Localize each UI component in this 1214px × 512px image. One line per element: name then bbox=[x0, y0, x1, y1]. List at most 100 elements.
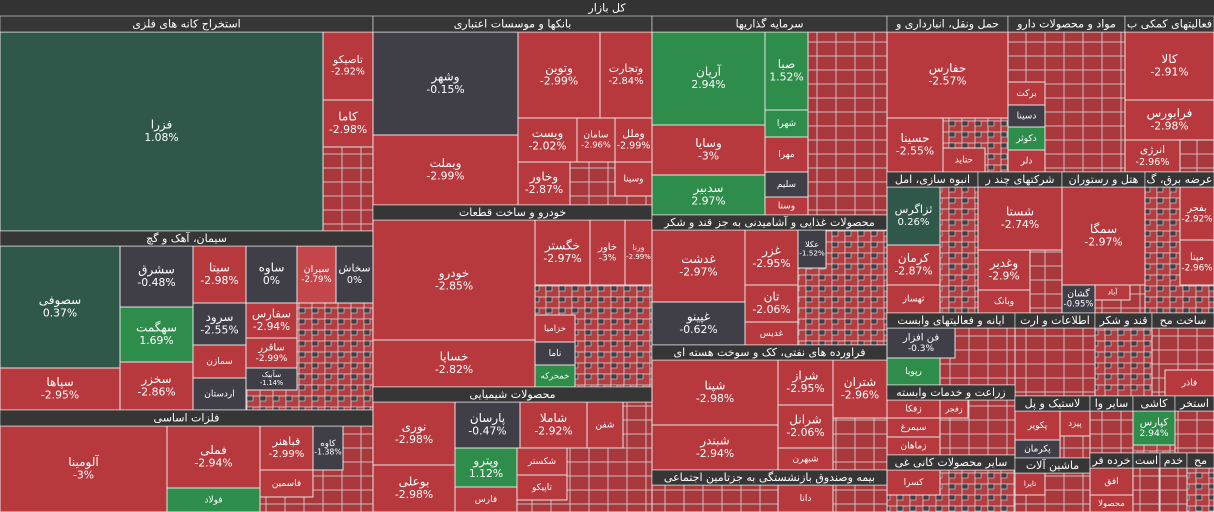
stock-name: پارسان bbox=[470, 411, 505, 426]
stock-tile bbox=[119, 361, 194, 411]
stock-name: نوری bbox=[402, 419, 427, 434]
stock-change: -1.38% bbox=[314, 448, 341, 457]
sector: مح bbox=[1186, 452, 1214, 512]
stock-tile bbox=[1164, 369, 1214, 397]
stock-change: -2.92% bbox=[331, 66, 365, 77]
stock-name: بوعلی bbox=[399, 474, 430, 489]
stock-change: -2.98% bbox=[1150, 120, 1188, 133]
sector-title: حمل ونقل، انبارداری و bbox=[895, 18, 999, 31]
stock-tile bbox=[166, 487, 261, 512]
stock-change: -0.48% bbox=[137, 276, 175, 289]
stock-name: پکویر bbox=[1027, 421, 1048, 431]
stock-name: فاسمین bbox=[272, 479, 301, 489]
stock-tile bbox=[517, 117, 578, 163]
stock-change: -2.86% bbox=[137, 386, 175, 399]
stock-change: -2.55% bbox=[200, 324, 238, 337]
stock-tile bbox=[454, 486, 518, 512]
stock-name: سلیم bbox=[777, 180, 796, 190]
sector-title: اطلاعات و ارت bbox=[1020, 314, 1090, 327]
stock-change: 0% bbox=[347, 275, 362, 286]
sector-title: بیمه وصندوق بازنشستگی به جزتامین اجتماعی bbox=[664, 471, 875, 484]
stock-name: ثزاگرس bbox=[895, 202, 933, 216]
sector: فن افزار-0.3% رپویا ایانه و فعالیتهای وابس… bbox=[886, 312, 1016, 386]
stock-name: وپترو bbox=[472, 453, 498, 468]
stock-change: 0.37% bbox=[43, 307, 77, 320]
sector-title: سیمان، آهک و گچ bbox=[146, 231, 227, 245]
stock-name: اردستان bbox=[204, 390, 234, 400]
stock-tile bbox=[832, 359, 888, 419]
stock-change: -2.99% bbox=[617, 140, 651, 151]
stock-name: غپینو bbox=[686, 309, 710, 324]
stock-change: -1.14% bbox=[260, 379, 283, 387]
sector: پکویر پکرمان پیزد لاستیک و پل bbox=[1014, 395, 1091, 459]
stock-name: شبهرن bbox=[793, 455, 819, 465]
stock-name: سشرق bbox=[138, 262, 175, 277]
stock-name: تایرا bbox=[1024, 479, 1036, 488]
stock-change: -2.92% bbox=[1181, 214, 1212, 224]
stock-tile bbox=[886, 117, 944, 173]
stock-name: برکت bbox=[1016, 89, 1037, 99]
stock-tile bbox=[192, 377, 247, 411]
stock-tile bbox=[372, 464, 456, 512]
stock-change: -2.02% bbox=[528, 140, 566, 153]
stock-name: کاما bbox=[338, 109, 358, 123]
stock-change: -2.99% bbox=[256, 354, 288, 364]
stock-name: ناما bbox=[549, 349, 562, 359]
stock-name: پکرمان bbox=[1024, 445, 1051, 455]
stock-change: -2.79% bbox=[301, 275, 331, 285]
stock-tile bbox=[517, 161, 571, 206]
stock-tile bbox=[886, 186, 941, 246]
stock-change: -2.06% bbox=[786, 426, 824, 439]
stock-name: فارس bbox=[475, 495, 497, 505]
sector: شستا-2.74% وغدیر-2.9% وبانک شرکتهای چند ر bbox=[977, 171, 1063, 314]
stock-change: -2.97% bbox=[679, 266, 717, 279]
sector-header-bar bbox=[1151, 312, 1214, 329]
stock-change: 0.26% bbox=[897, 217, 929, 228]
stock-name: شکستر bbox=[527, 457, 556, 467]
stock-change: -2.55% bbox=[896, 145, 934, 158]
stock-tile bbox=[322, 31, 374, 101]
stock-name: وملل bbox=[622, 127, 644, 140]
stock-name: سامان bbox=[583, 129, 608, 140]
stock-name: خودرو bbox=[438, 266, 470, 281]
stock-name: سیران bbox=[304, 264, 330, 275]
stock-change: -2.95% bbox=[752, 257, 790, 270]
stock-name: خاور bbox=[597, 242, 617, 253]
stock-tile bbox=[1124, 139, 1181, 173]
stock-change: -0.62% bbox=[679, 323, 717, 336]
stock-tile bbox=[516, 447, 568, 476]
sector-title: سرمایه گذاریها bbox=[736, 18, 804, 31]
stock-tile bbox=[296, 245, 337, 304]
stock-tile bbox=[119, 245, 194, 308]
stock-tile bbox=[454, 401, 521, 449]
sector-title: سایر محصولات کانی غی bbox=[895, 456, 1008, 469]
stock-name: شاملا bbox=[540, 411, 567, 425]
stock-change: -2.96% bbox=[581, 140, 611, 150]
stock-name: وسنا bbox=[778, 202, 795, 212]
stock-tile bbox=[614, 161, 653, 197]
stock-name: شهرا bbox=[777, 119, 796, 129]
market-header-bar bbox=[0, 0, 1214, 16]
stock-name: کالا bbox=[1161, 52, 1178, 66]
stock-name: صبا bbox=[778, 57, 795, 71]
stock-name: آریان bbox=[696, 63, 722, 79]
stock-change: -2.97% bbox=[543, 252, 581, 265]
sector: تایرا ماشین آلات bbox=[1014, 457, 1091, 512]
stock-name: سیتا bbox=[209, 260, 230, 274]
sector: خودرو-2.85% خساپا-2.82% خگستر-2.97% خاور-3%… bbox=[372, 204, 653, 388]
stock-name: وبانک bbox=[994, 297, 1014, 307]
stock-tile bbox=[651, 301, 746, 346]
stock-tile bbox=[777, 359, 834, 406]
sector: سایر وا bbox=[1089, 395, 1134, 454]
stock-name: تان bbox=[764, 289, 780, 303]
stock-tile bbox=[624, 219, 653, 286]
sector-header-bar bbox=[1124, 15, 1214, 33]
stock-tile bbox=[1089, 467, 1134, 496]
stock-tile bbox=[1094, 284, 1131, 301]
stock-name: شبندر bbox=[699, 433, 729, 448]
stock-name: زفکا bbox=[905, 405, 921, 415]
sector-title: خدم bbox=[1164, 454, 1183, 467]
stock-name: خزامیا bbox=[544, 323, 566, 333]
